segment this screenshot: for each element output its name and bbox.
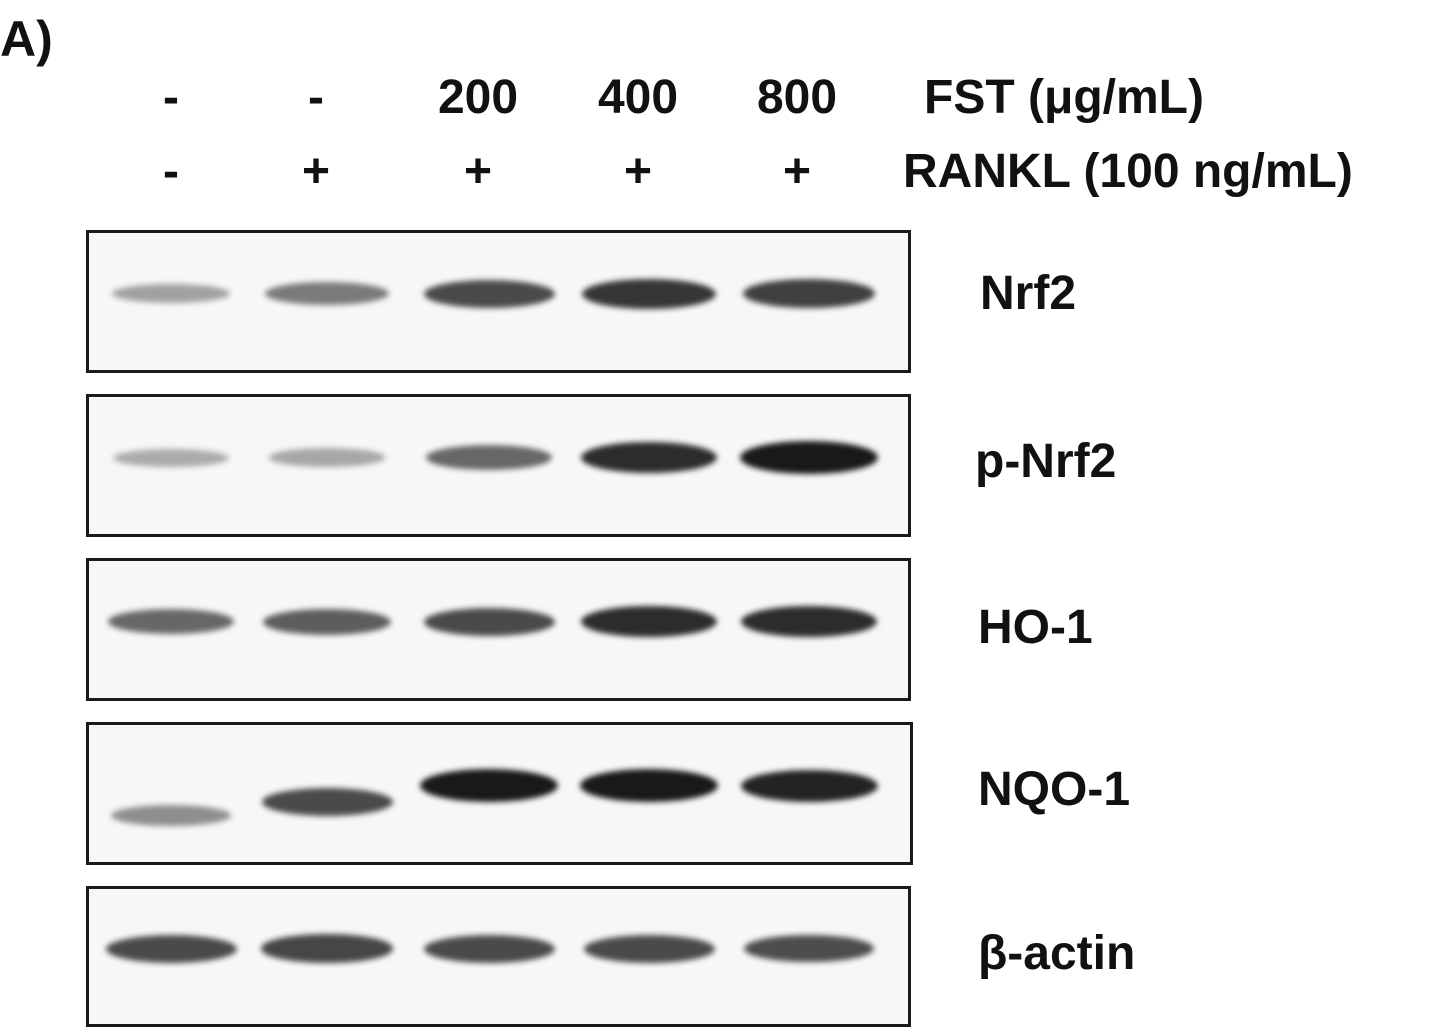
panel-label: A) bbox=[0, 11, 53, 67]
fst-lane-5: 800 bbox=[756, 71, 838, 124]
band-nqo-1-lane-3 bbox=[419, 769, 559, 802]
fst-lane-3: 200 bbox=[437, 71, 519, 124]
blot-p-nrf2 bbox=[86, 394, 911, 537]
band-nrf2-lane-4 bbox=[582, 278, 716, 309]
blot-beta-actin bbox=[86, 886, 911, 1027]
band-beta-actin-lane-4 bbox=[583, 934, 715, 963]
band-nrf2-lane-2 bbox=[265, 282, 389, 305]
fst-lane-1: - bbox=[163, 71, 179, 124]
protein-label-nqo-1: NQO-1 bbox=[978, 763, 1131, 816]
blot-ho-1 bbox=[86, 558, 911, 701]
protein-label-nrf2: Nrf2 bbox=[980, 267, 1077, 320]
band-beta-actin-lane-3 bbox=[423, 934, 555, 963]
rankl-lane-2: + bbox=[301, 145, 331, 198]
band-beta-actin-lane-1 bbox=[105, 934, 237, 963]
blot-nqo-1 bbox=[86, 722, 913, 865]
band-beta-actin-lane-5 bbox=[743, 934, 875, 963]
band-nqo-1-lane-5 bbox=[740, 769, 878, 802]
band-ho-1-lane-2 bbox=[263, 608, 391, 635]
rankl-lane-4: + bbox=[623, 145, 653, 198]
band-nrf2-lane-1 bbox=[112, 284, 230, 303]
band-p-nrf2-lane-3 bbox=[425, 445, 553, 470]
rankl-lane-5: + bbox=[782, 145, 812, 198]
rankl-lane-1: - bbox=[163, 145, 179, 198]
band-beta-actin-lane-2 bbox=[261, 934, 393, 963]
fst-lane-4: 400 bbox=[597, 71, 679, 124]
band-ho-1-lane-4 bbox=[581, 606, 717, 637]
band-ho-1-lane-3 bbox=[423, 607, 555, 636]
band-p-nrf2-lane-4 bbox=[581, 442, 717, 473]
band-p-nrf2-lane-2 bbox=[268, 448, 386, 467]
band-nrf2-lane-3 bbox=[423, 279, 555, 308]
protein-label-ho-1: HO-1 bbox=[978, 601, 1093, 654]
band-ho-1-lane-5 bbox=[741, 606, 877, 637]
protein-label-beta-actin: β-actin bbox=[978, 927, 1136, 980]
fst-lane-2: - bbox=[308, 71, 324, 124]
band-nqo-1-lane-2 bbox=[261, 787, 393, 816]
band-nrf2-lane-5 bbox=[742, 279, 876, 308]
blot-nrf2 bbox=[86, 230, 911, 373]
rankl-lane-3: + bbox=[463, 145, 493, 198]
protein-label-p-nrf2: p-Nrf2 bbox=[975, 435, 1117, 488]
band-nqo-1-lane-1 bbox=[110, 805, 232, 826]
fst-label: FST (μg/mL) bbox=[924, 71, 1204, 124]
band-p-nrf2-lane-1 bbox=[113, 448, 229, 467]
band-ho-1-lane-1 bbox=[107, 609, 235, 634]
band-p-nrf2-lane-5 bbox=[739, 441, 879, 474]
rankl-label: RANKL (100 ng/mL) bbox=[903, 145, 1353, 198]
band-nqo-1-lane-4 bbox=[579, 769, 719, 802]
